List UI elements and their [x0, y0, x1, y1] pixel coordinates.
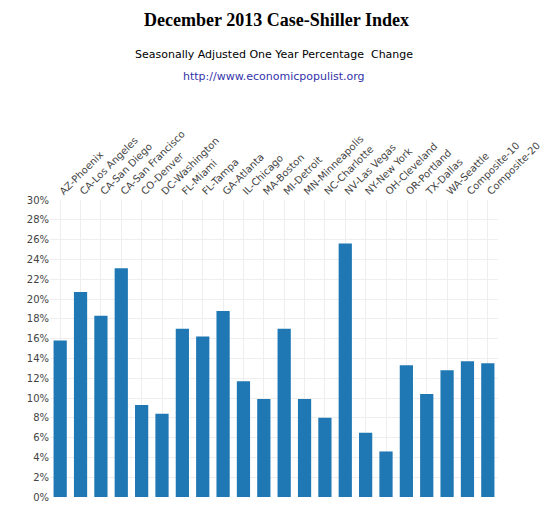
svg-text:Composite-20: Composite-20 — [485, 140, 542, 197]
svg-text:16%: 16% — [27, 333, 49, 344]
svg-text:CO-Denver: CO-Denver — [139, 150, 186, 197]
svg-text:WA-Seattle: WA-Seattle — [444, 150, 491, 197]
svg-text:FL-Miami: FL-Miami — [180, 157, 219, 196]
svg-text:22%: 22% — [27, 274, 49, 285]
svg-text:18%: 18% — [27, 313, 49, 324]
svg-text:Seasonally Adjusted One Year P: Seasonally Adjusted One Year Percentage … — [135, 48, 413, 61]
svg-text:OH-Cleveland: OH-Cleveland — [383, 141, 439, 197]
svg-text:IL-Chicago: IL-Chicago — [241, 152, 286, 197]
svg-text:NY-New York: NY-New York — [363, 145, 415, 197]
svg-text:14%: 14% — [27, 353, 49, 364]
svg-text:12%: 12% — [27, 373, 49, 384]
svg-text:http://www.economicpopulist.or: http://www.economicpopulist.org — [183, 70, 365, 83]
svg-text:20%: 20% — [27, 294, 49, 305]
svg-text:CA-Los Angeles: CA-Los Angeles — [78, 135, 140, 197]
svg-text:TX-Dallas: TX-Dallas — [423, 156, 465, 198]
svg-text:NV-Las Vegas: NV-Las Vegas — [342, 142, 397, 197]
svg-text:4%: 4% — [33, 452, 49, 463]
svg-text:CA-San Francisco: CA-San Francisco — [118, 128, 187, 197]
svg-text:NC-Charlotte: NC-Charlotte — [322, 144, 375, 197]
svg-text:28%: 28% — [27, 214, 49, 225]
svg-text:10%: 10% — [27, 393, 49, 404]
svg-text:6%: 6% — [33, 432, 49, 443]
svg-text:DC-Washington: DC-Washington — [159, 135, 221, 197]
svg-text:FL-Tampa: FL-Tampa — [200, 156, 241, 197]
svg-text:OR-Portland: OR-Portland — [404, 147, 454, 197]
svg-text:GA-Atlanta: GA-Atlanta — [220, 151, 266, 197]
svg-text:MN-Minneapolis: MN-Minneapolis — [302, 133, 366, 197]
svg-text:24%: 24% — [27, 254, 49, 265]
svg-text:2%: 2% — [33, 472, 49, 483]
svg-text:MA-Boston: MA-Boston — [261, 152, 306, 197]
svg-text:MI-Detroit: MI-Detroit — [281, 154, 324, 197]
svg-text:26%: 26% — [27, 234, 49, 245]
svg-text:AZ-Phoenix: AZ-Phoenix — [57, 149, 105, 197]
svg-text:December 2013 Case-Shiller Ind: December 2013 Case-Shiller Index — [144, 10, 409, 30]
svg-text:Composite-10: Composite-10 — [465, 140, 522, 197]
svg-text:8%: 8% — [33, 412, 49, 423]
svg-text:0%: 0% — [33, 492, 49, 503]
svg-text:CA-San Diego: CA-San Diego — [98, 141, 154, 197]
svg-text:30%: 30% — [27, 195, 49, 206]
